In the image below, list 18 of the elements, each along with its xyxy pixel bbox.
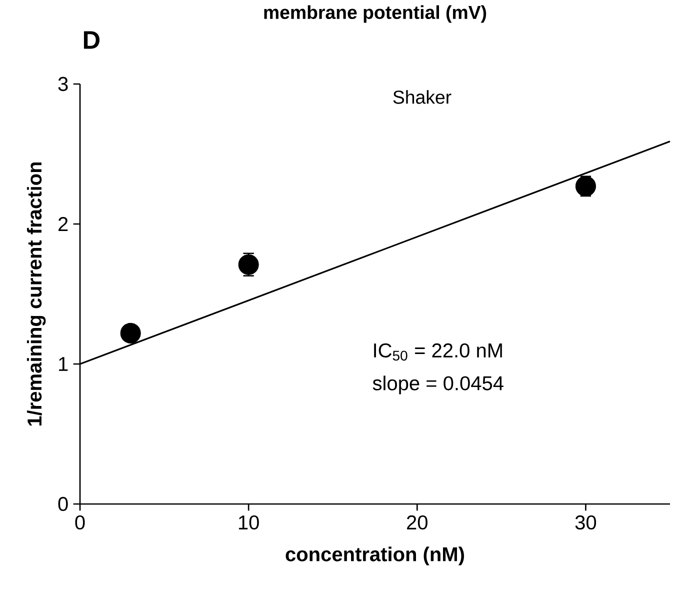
point xyxy=(575,176,596,196)
annotation: Shaker xyxy=(393,90,452,104)
text: membrane potential (mV) xyxy=(264,5,486,23)
point xyxy=(120,322,141,344)
y-tick-label: 0 xyxy=(58,496,68,512)
y-tick-label: 1 xyxy=(59,357,68,371)
y-tick-label: 2 xyxy=(58,217,68,231)
x-axis-title: concentration (nM) xyxy=(286,546,464,566)
point xyxy=(238,254,259,275)
annotation: IC$_{50}$ = 22.0 nM xyxy=(374,343,502,361)
x-tick-label: 0 xyxy=(75,515,85,530)
x-tick-label: 10 xyxy=(238,515,259,530)
x-tick-label: 20 xyxy=(407,515,428,530)
x-tick-label: 30 xyxy=(575,515,596,530)
y-tick-label: 3 xyxy=(58,76,68,92)
y-axis-title: 1/remaining current fraction xyxy=(26,162,46,426)
annotation: slope = 0.0454 xyxy=(372,376,504,394)
text: D xyxy=(84,31,100,49)
